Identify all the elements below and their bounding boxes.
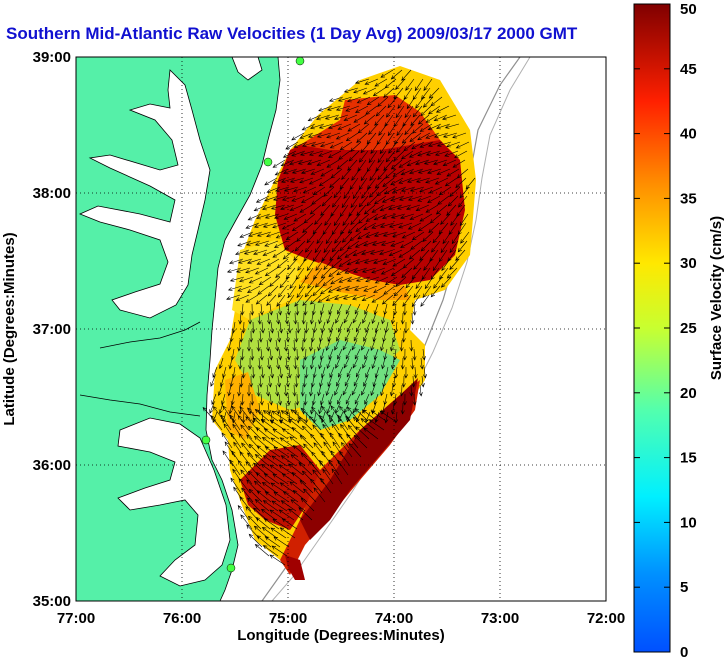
colorbar-tick-label: 30 <box>680 255 697 272</box>
colorbar-tick-label: 20 <box>680 385 697 402</box>
x-tick-label: 77:00 <box>57 610 95 627</box>
y-tick-label: 38:00 <box>33 185 71 202</box>
y-tick-label: 36:00 <box>33 457 71 474</box>
station-marker <box>201 435 211 445</box>
colorbar-tick-label: 50 <box>680 1 697 18</box>
james-river <box>99 321 201 349</box>
pamlico-sound <box>117 417 231 587</box>
map-title: Southern Mid-Atlantic Raw Velocities (1 … <box>6 24 578 43</box>
y-tick-label: 35:00 <box>33 593 71 610</box>
x-tick-label: 74:00 <box>375 610 413 627</box>
velocity-field <box>212 66 476 580</box>
x-tick-label: 75:00 <box>269 610 307 627</box>
y-tick-label: 37:00 <box>33 321 71 338</box>
y-axis-label: Latitude (Degrees:Minutes) <box>1 232 18 425</box>
delaware-bay <box>231 57 263 81</box>
albemarle-river <box>79 394 201 417</box>
colorbar-tick-label: 15 <box>680 450 697 467</box>
colorbar-tick-label: 10 <box>680 514 697 531</box>
station-marker <box>295 57 305 66</box>
station-marker <box>226 563 236 573</box>
chesapeake-bay <box>78 69 211 319</box>
grid-lines <box>76 57 606 601</box>
colorbar-tick-label: 25 <box>680 320 697 337</box>
colorbar-tick-label: 35 <box>680 190 697 207</box>
plot-frame <box>75 56 607 602</box>
x-tick-label: 73:00 <box>481 610 519 627</box>
colorbar-tick-label: 0 <box>680 644 688 659</box>
colorbar-tick-label: 5 <box>680 579 688 596</box>
x-tick-label: 76:00 <box>163 610 201 627</box>
colorbar-label: Surface Velocity (cm/s) <box>708 216 724 380</box>
y-tick-label: 39:00 <box>33 49 71 66</box>
colorbar-tick-label: 45 <box>680 61 697 78</box>
station-marker <box>263 157 273 167</box>
x-axis-label: Longitude (Degrees:Minutes) <box>237 627 445 644</box>
colorbar-tick-label: 40 <box>680 126 697 143</box>
bathymetry-contour <box>271 57 531 601</box>
x-tick-label: 72:00 <box>587 610 625 627</box>
velocity-vectors <box>202 69 476 566</box>
